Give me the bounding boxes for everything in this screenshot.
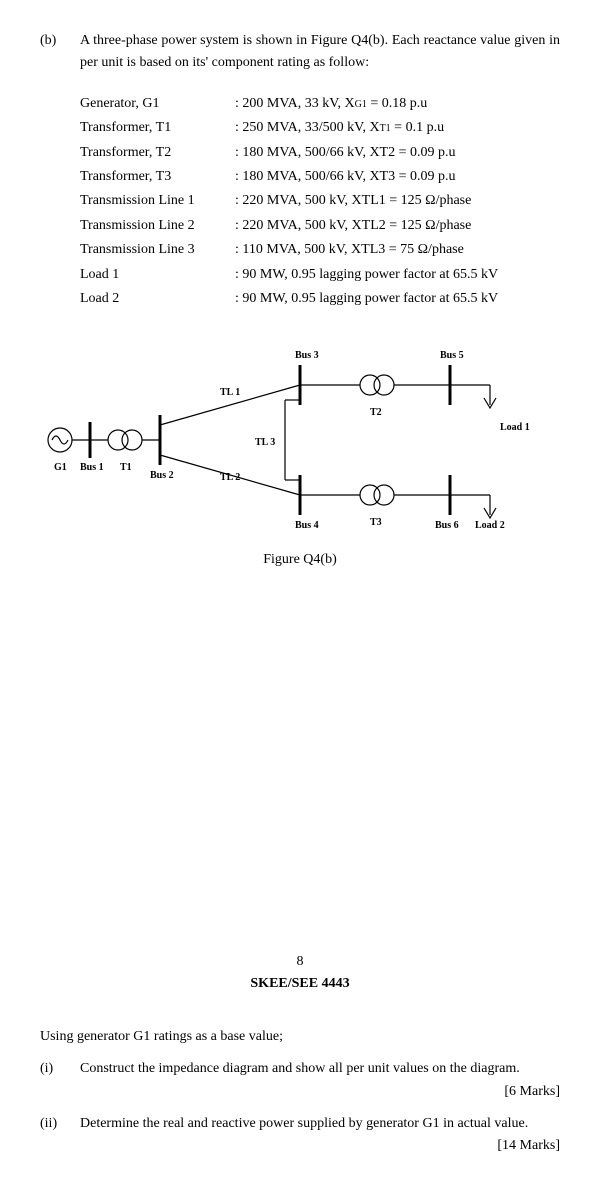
component-spec: : 180 MVA, 500/66 kV, XT3 = 0.09 p.u — [235, 166, 560, 188]
label-bus3: Bus 3 — [295, 350, 319, 361]
power-system-diagram: G1 Bus 1 T1 Bus 2 TL 1 TL 2 TL 3 Bus 3 B… — [40, 330, 560, 530]
subpart-number: (i) — [40, 1058, 80, 1103]
component-row: Load 2 : 90 MW, 0.95 lagging power facto… — [80, 288, 560, 310]
question-text: A three-phase power system is shown in F… — [80, 30, 560, 75]
subpart-ii: (ii) Determine the real and reactive pow… — [40, 1113, 560, 1158]
component-list: Generator, G1 : 200 MVA, 33 kV, XG1 = 0.… — [80, 93, 560, 311]
label-bus4: Bus 4 — [295, 520, 319, 530]
label-load1: Load 1 — [500, 422, 530, 433]
component-row: Transformer, T2 : 180 MVA, 500/66 kV, XT… — [80, 142, 560, 164]
label-t1: T1 — [120, 462, 132, 473]
component-spec: : 90 MW, 0.95 lagging power factor at 65… — [235, 264, 560, 286]
course-code: SKEE/SEE 4443 — [40, 973, 560, 995]
question-letter: (b) — [40, 30, 80, 75]
component-name: Load 2 — [80, 288, 235, 310]
component-row: Transmission Line 3 : 110 MVA, 500 kV, X… — [80, 239, 560, 261]
component-spec: : 200 MVA, 33 kV, XG1 = 0.18 p.u — [235, 93, 560, 115]
component-spec: : 90 MW, 0.95 lagging power factor at 65… — [235, 288, 560, 310]
label-load2: Load 2 — [475, 520, 505, 530]
component-row: Transmission Line 1 : 220 MVA, 500 kV, X… — [80, 190, 560, 212]
marks-i: [6 Marks] — [80, 1081, 560, 1103]
label-g1: G1 — [54, 462, 67, 473]
figure-caption: Figure Q4(b) — [40, 549, 560, 571]
page-number: 8 — [40, 951, 560, 973]
component-spec: : 220 MVA, 500 kV, XTL2 = 125 Ω/phase — [235, 215, 560, 237]
component-row: Load 1 : 90 MW, 0.95 lagging power facto… — [80, 264, 560, 286]
component-row: Transformer, T1 : 250 MVA, 33/500 kV, XT… — [80, 117, 560, 139]
subpart-text: Construct the impedance diagram and show… — [80, 1058, 560, 1103]
component-spec: : 180 MVA, 500/66 kV, XT2 = 0.09 p.u — [235, 142, 560, 164]
question-intro: (b) A three-phase power system is shown … — [40, 30, 560, 75]
part2-intro: Using generator G1 ratings as a base val… — [40, 1026, 560, 1048]
label-t3: T3 — [370, 517, 382, 528]
label-tl1: TL 1 — [220, 387, 240, 398]
component-name: Generator, G1 — [80, 93, 235, 115]
subpart-number: (ii) — [40, 1113, 80, 1158]
component-name: Load 1 — [80, 264, 235, 286]
label-bus1: Bus 1 — [80, 462, 104, 473]
component-name: Transmission Line 2 — [80, 215, 235, 237]
component-name: Transmission Line 3 — [80, 239, 235, 261]
subpart-i: (i) Construct the impedance diagram and … — [40, 1058, 560, 1103]
component-name: Transmission Line 1 — [80, 190, 235, 212]
component-row: Transmission Line 2 : 220 MVA, 500 kV, X… — [80, 215, 560, 237]
subpart-i-text: Construct the impedance diagram and show… — [80, 1061, 520, 1076]
component-spec: : 220 MVA, 500 kV, XTL1 = 125 Ω/phase — [235, 190, 560, 212]
page-gap — [40, 591, 560, 951]
label-bus2: Bus 2 — [150, 470, 174, 481]
component-name: Transformer, T3 — [80, 166, 235, 188]
label-tl3: TL 3 — [255, 437, 275, 448]
marks-ii: [14 Marks] — [80, 1135, 560, 1157]
component-spec: : 110 MVA, 500 kV, XTL3 = 75 Ω/phase — [235, 239, 560, 261]
label-t2: T2 — [370, 407, 382, 418]
component-row: Transformer, T3 : 180 MVA, 500/66 kV, XT… — [80, 166, 560, 188]
label-bus6: Bus 6 — [435, 520, 459, 530]
figure-q4b: G1 Bus 1 T1 Bus 2 TL 1 TL 2 TL 3 Bus 3 B… — [40, 330, 560, 538]
subpart-ii-text: Determine the real and reactive power su… — [80, 1113, 560, 1135]
component-name: Transformer, T1 — [80, 117, 235, 139]
component-row: Generator, G1 : 200 MVA, 33 kV, XG1 = 0.… — [80, 93, 560, 115]
label-tl2: TL 2 — [220, 472, 240, 483]
subpart-text: Determine the real and reactive power su… — [80, 1113, 560, 1158]
label-bus5: Bus 5 — [440, 350, 464, 361]
component-spec: : 250 MVA, 33/500 kV, XT1 = 0.1 p.u — [235, 117, 560, 139]
component-name: Transformer, T2 — [80, 142, 235, 164]
